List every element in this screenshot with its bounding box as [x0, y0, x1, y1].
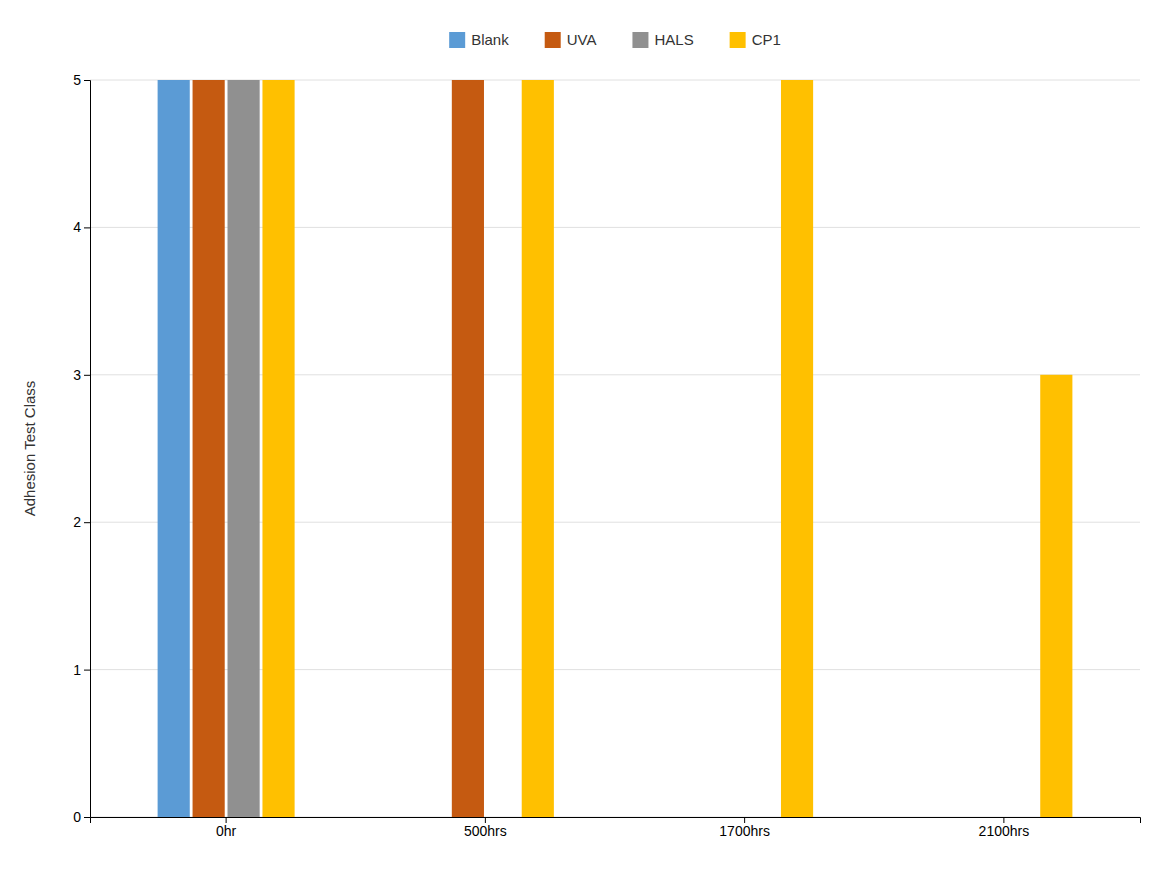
- legend-item: Blank: [449, 31, 509, 48]
- bar: [676, 817, 708, 818]
- x-tick: 1700hrs: [719, 817, 770, 839]
- bar: [228, 80, 260, 817]
- legend-swatch: [632, 32, 648, 48]
- bar: [262, 80, 294, 817]
- y-tick: 5: [73, 72, 90, 88]
- y-tick-mark: [84, 227, 90, 228]
- y-tick-label: 5: [73, 72, 81, 88]
- legend-swatch: [449, 32, 465, 48]
- legend-item: UVA: [545, 31, 597, 48]
- legend-item: CP1: [730, 31, 781, 48]
- x-tick-label: 0hr: [216, 823, 237, 839]
- y-tick-mark: [84, 670, 90, 671]
- legend-swatch: [545, 32, 561, 48]
- bar: [935, 817, 967, 818]
- y-tick-label: 3: [73, 367, 81, 383]
- x-tick: 500hrs: [464, 817, 507, 839]
- x-tick: 2100hrs: [979, 817, 1030, 839]
- bar: [487, 817, 519, 818]
- bar-series: [158, 80, 190, 817]
- y-tick-mark: [84, 375, 90, 376]
- x-axis: 0hr 500hrs 1700hrs 2100hrs: [91, 817, 1141, 839]
- bar: [1005, 817, 1037, 818]
- y-tick-label: 2: [73, 514, 81, 530]
- bar-series: [228, 80, 260, 817]
- legend-swatch: [730, 32, 746, 48]
- x-tick-label: 500hrs: [464, 823, 507, 839]
- x-tick-label: 1700hrs: [719, 823, 770, 839]
- legend: Blank UVA HALS CP1: [449, 31, 781, 48]
- bar: [711, 817, 743, 818]
- legend-label: Blank: [471, 31, 509, 48]
- bar: [522, 80, 554, 817]
- y-tick: 1: [73, 662, 90, 678]
- chart: 0 1 2 3 4 5 0hr 500hrs 1700hrs 2100hrs Adhesion Te…: [0, 0, 1170, 877]
- legend-label: CP1: [752, 31, 781, 48]
- legend-label: HALS: [654, 31, 693, 48]
- grid: [90, 80, 1140, 817]
- y-tick-mark: [84, 817, 90, 818]
- x-tick-label: 2100hrs: [979, 823, 1030, 839]
- y-axis: 0 1 2 3 4 5: [73, 72, 90, 825]
- legend-item: HALS: [632, 31, 693, 48]
- y-tick-mark: [84, 80, 90, 81]
- bar: [158, 80, 190, 817]
- bar: [746, 817, 778, 818]
- y-tick-label: 4: [73, 219, 81, 235]
- bar: [452, 80, 484, 817]
- bar: [970, 817, 1002, 818]
- y-tick: 0: [73, 809, 90, 825]
- bar: [1040, 375, 1072, 817]
- bar: [781, 80, 813, 817]
- plot-area: 0 1 2 3 4 5 0hr 500hrs 1700hrs 2100hrs: [73, 72, 1140, 839]
- bar-series: [262, 80, 1072, 817]
- bars: [158, 80, 1073, 817]
- bar: [417, 817, 449, 818]
- x-tick: 0hr: [216, 817, 237, 839]
- y-tick-label: 1: [73, 662, 81, 678]
- y-axis-title: Adhesion Test Class: [21, 381, 38, 517]
- y-tick-mark: [84, 522, 90, 523]
- bar-series: [193, 80, 484, 817]
- y-tick: 4: [73, 219, 90, 235]
- y-tick: 3: [73, 367, 90, 383]
- y-tick: 2: [73, 514, 90, 530]
- bar: [193, 80, 225, 817]
- legend-label: UVA: [567, 31, 597, 48]
- y-tick-label: 0: [73, 809, 81, 825]
- y-axis-line: [84, 81, 91, 818]
